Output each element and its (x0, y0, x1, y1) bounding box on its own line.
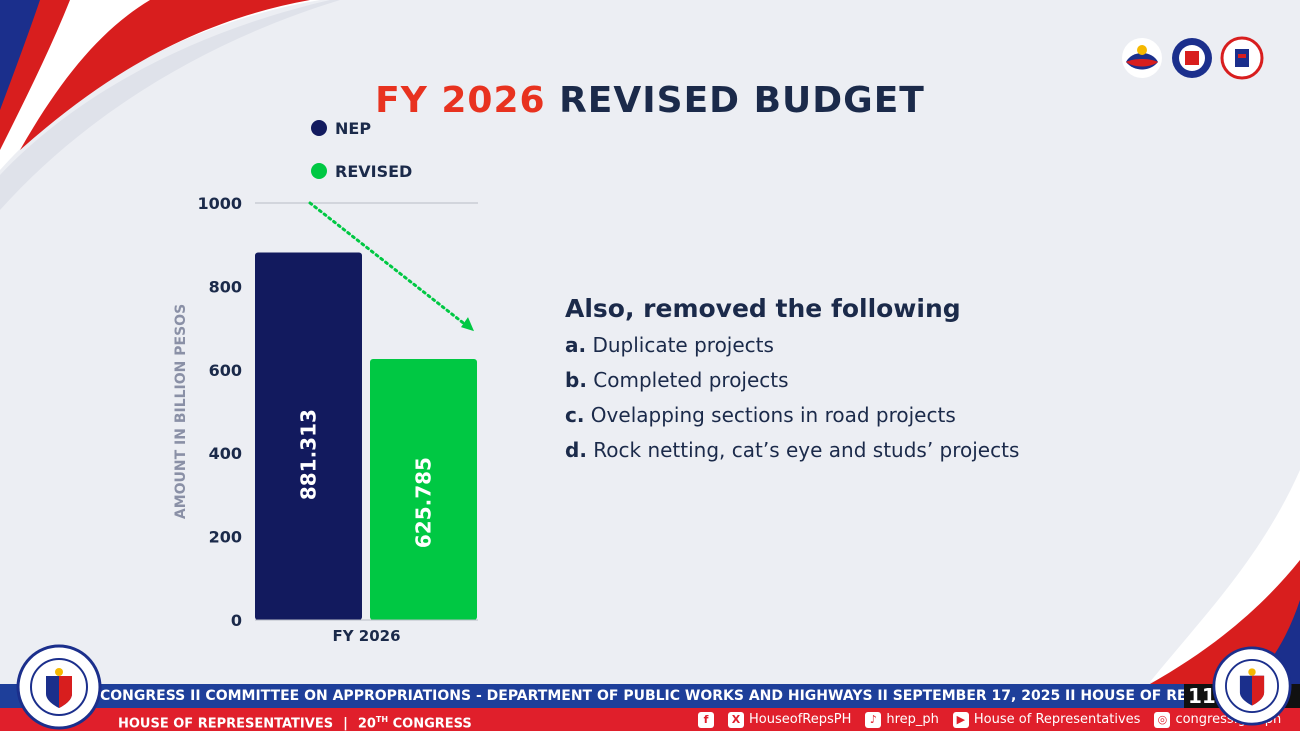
header-logos (1120, 36, 1264, 80)
removed-item: a. Duplicate projects (565, 333, 1019, 358)
item-letter: b. (565, 368, 587, 392)
legend-label: NEP (335, 119, 371, 138)
removed-list: Also, removed the following a. Duplicate… (565, 294, 1019, 473)
y-tick-label: 800 (209, 277, 242, 296)
youtube-icon: ▶ (952, 711, 969, 728)
social-links: f X HouseofRepsPH ♪ hrep_ph ▶ House of Repr… (698, 708, 1281, 731)
trend-arrow-head (461, 317, 474, 332)
y-tick-label: 400 (209, 444, 242, 463)
slide-title: FY 2026 REVISED BUDGET (0, 80, 1300, 121)
removed-item: c. Ovelapping sections in road projects (565, 403, 1019, 428)
budget-bar-chart: NEP REVISED 0 200 400 600 800 1000 AMOUNT IN BIL… (160, 110, 520, 660)
x-tick-label: FY 2026 (332, 627, 400, 645)
ticker-info-bar: HOUSE OF REPRESENTATIVES | 20TH CONGRESS f… (0, 708, 1300, 731)
globe-icon: ◎ (1154, 711, 1171, 728)
tiktok-icon: ♪ (865, 711, 882, 728)
title-accent: FY 2026 (375, 80, 546, 121)
ticker-scroll-text: CONGRESS II COMMITTEE ON APPROPRIATIONS … (100, 688, 1218, 704)
data-label: 625.785 (412, 457, 436, 548)
chart-svg: NEP REVISED 0 200 400 600 800 1000 AMOUNT IN BIL… (173, 119, 478, 645)
legend-swatch (311, 163, 327, 179)
house-seal-left (16, 644, 102, 730)
item-text: Ovelapping sections in road projects (584, 403, 956, 427)
data-label: 881.313 (297, 409, 321, 500)
ticker-org: HOUSE OF REPRESENTATIVES | 20TH CONGRESS (118, 708, 472, 731)
broadcast-ticker: CONGRESS II COMMITTEE ON APPROPRIATIONS … (0, 684, 1300, 731)
title-rest: REVISED BUDGET (545, 80, 925, 121)
bar-revised (370, 359, 477, 620)
social-x[interactable]: X HouseofRepsPH (728, 708, 851, 731)
item-text: Rock netting, cat’s eye and studs’ proje… (586, 438, 1020, 462)
y-tick-label: 600 (209, 361, 242, 380)
ticker-divider: | (343, 716, 348, 731)
congress-suffix: TH (375, 715, 389, 724)
x-icon: X (728, 711, 744, 728)
social-label: House of Representatives (973, 712, 1141, 727)
social-youtube[interactable]: ▶ House of Representatives (952, 708, 1141, 731)
y-axis-label: AMOUNT IN BILLION PESOS (173, 304, 189, 519)
bar-nep (255, 252, 362, 620)
ticker-scroll-bar: CONGRESS II COMMITTEE ON APPROPRIATIONS … (0, 684, 1300, 708)
dpwh-logo (1170, 36, 1214, 80)
congress-number: 20 (357, 716, 376, 731)
item-letter: c. (565, 403, 585, 427)
item-letter: d. (565, 438, 587, 462)
y-tick-label: 200 (209, 528, 242, 547)
social-label: hrep_ph (886, 712, 939, 727)
social-label: HouseofRepsPH (749, 712, 852, 727)
legend-swatch (311, 120, 327, 136)
congress-word: CONGRESS (388, 716, 472, 731)
social-tiktok[interactable]: ♪ hrep_ph (865, 708, 939, 731)
removed-heading: Also, removed the following (565, 294, 961, 323)
house-seal-right (1212, 646, 1292, 726)
bagong-pilipinas-logo (1120, 36, 1164, 80)
legend-label: REVISED (335, 162, 412, 181)
removed-item: d. Rock netting, cat’s eye and studs’ pr… (565, 438, 1019, 463)
item-letter: a. (565, 333, 587, 357)
item-text: Duplicate projects (586, 333, 774, 357)
removed-item: b. Completed projects (565, 368, 1019, 393)
agency-seal-logo (1220, 36, 1264, 80)
trend-arrow-line (308, 201, 468, 327)
y-tick-label: 0 (231, 611, 242, 630)
y-tick-label: 1000 (197, 194, 242, 213)
social-facebook[interactable]: f (698, 711, 714, 728)
facebook-icon: f (698, 711, 714, 728)
org-name: HOUSE OF REPRESENTATIVES (118, 716, 334, 731)
item-text: Completed projects (586, 368, 789, 392)
